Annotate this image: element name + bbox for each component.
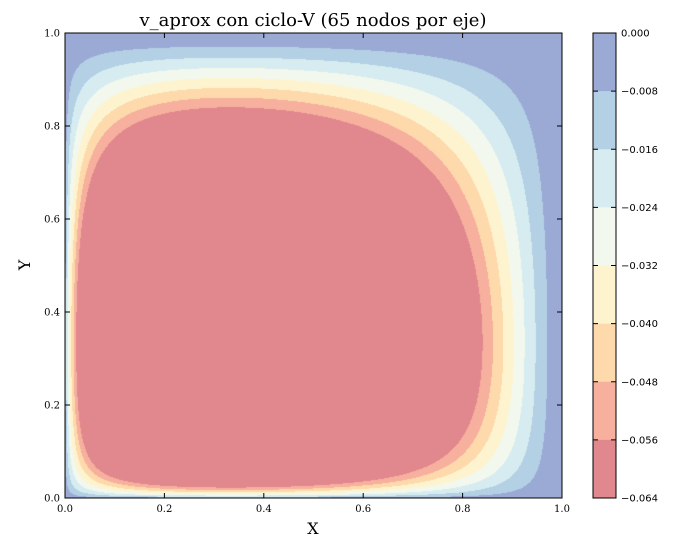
x-tick-label: 0.2 — [156, 504, 172, 515]
colorbar: 0.000 −0.008 −0.016 −0.024 −0.032 −0.040 −0.04… — [592, 29, 658, 505]
colorbar-band — [593, 33, 616, 92]
plot-frame — [64, 32, 563, 499]
y-tick-label: 0.8 — [44, 122, 60, 133]
plot-area — [64, 32, 563, 499]
colorbar-label: −0.064 — [621, 494, 658, 505]
x-tick-label: 0.0 — [57, 504, 73, 515]
colorbar-label: −0.032 — [621, 261, 658, 272]
y-tick-label: 0.0 — [44, 494, 60, 505]
x-tick-label: 0.8 — [455, 504, 471, 515]
colorbar-label: −0.008 — [621, 87, 658, 98]
x-tick-label: 0.4 — [256, 504, 272, 515]
colorbar-band — [593, 91, 616, 150]
y-tick-label: 0.6 — [44, 215, 60, 226]
contour-field — [65, 33, 562, 498]
colorbar-label: −0.016 — [621, 145, 658, 156]
y-axis: 0.0 0.2 0.4 0.6 0.8 1.0 — [44, 29, 562, 505]
x-axis-title: X — [307, 519, 319, 536]
y-tick-label: 0.2 — [44, 401, 60, 412]
colorbar-band — [593, 439, 616, 499]
x-tick-label: 0.6 — [355, 504, 371, 515]
x-axis: 0.0 0.2 0.4 0.6 0.8 1.0 — [57, 33, 570, 515]
colorbar-label: −0.056 — [621, 435, 658, 446]
colorbar-label: −0.048 — [621, 377, 658, 388]
y-tick-label: 1.0 — [44, 29, 60, 40]
chart-title: v_aprox con ciclo-V (65 nodos por eje) — [139, 10, 487, 31]
colorbar-label: −0.040 — [621, 319, 658, 330]
y-tick-label: 0.4 — [44, 308, 60, 319]
colorbar-band — [593, 265, 616, 325]
x-tick-label: 1.0 — [554, 504, 570, 515]
colorbar-label: −0.024 — [621, 203, 658, 214]
colorbar-label: 0.000 — [621, 29, 650, 40]
colorbar-band — [593, 323, 616, 383]
y-axis-title: Y — [15, 259, 34, 271]
colorbar-band — [593, 207, 616, 266]
colorbar-band — [593, 149, 616, 208]
colorbar-band — [593, 381, 616, 441]
